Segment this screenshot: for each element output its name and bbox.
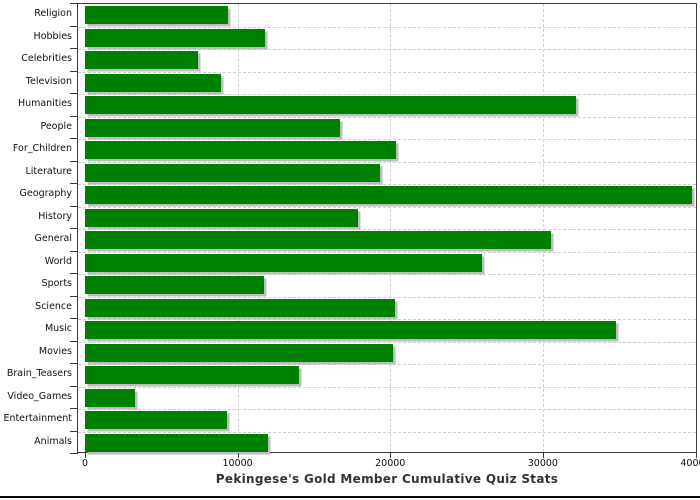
y-axis-label: Geography	[19, 188, 72, 200]
y-tick	[70, 386, 78, 387]
h-gridline	[78, 184, 696, 185]
y-axis-label: Literature	[25, 165, 72, 177]
x-tick	[542, 453, 544, 458]
v-gridline	[542, 4, 544, 452]
bar-brain_teasers	[85, 366, 299, 385]
h-gridline	[78, 296, 696, 298]
y-tick	[70, 251, 78, 252]
y-axis-label: People	[40, 120, 72, 132]
bar-music	[85, 321, 617, 340]
bar-history	[85, 208, 359, 227]
x-axis-label: 0	[81, 458, 89, 469]
bar-humanities	[85, 96, 577, 115]
y-axis-label: Entertainment	[3, 413, 72, 425]
bar-hobbies	[85, 28, 266, 47]
y-axis-label: Humanities	[17, 98, 72, 110]
chart-title: Pekingese's Gold Member Cumulative Quiz …	[215, 472, 559, 486]
h-gridline	[78, 139, 696, 140]
x-tick	[695, 453, 697, 458]
y-tick	[70, 363, 78, 364]
v-gridline	[237, 4, 239, 452]
h-gridline	[78, 206, 696, 208]
x-axis-label: 10000	[222, 458, 253, 469]
h-gridline	[78, 161, 696, 163]
y-tick	[70, 296, 78, 297]
y-axis-label: Music	[44, 323, 72, 335]
h-gridline	[78, 229, 696, 230]
y-axis-label: Brain_Teasers	[6, 368, 72, 380]
y-tick	[70, 26, 78, 27]
h-gridline	[78, 431, 696, 433]
x-axis-label: 40000	[680, 458, 700, 469]
y-axis-label: Hobbies	[33, 30, 72, 42]
h-gridline	[78, 386, 696, 388]
h-gridline	[78, 251, 696, 253]
bottom-rule	[0, 496, 700, 498]
y-axis-label: General	[34, 233, 72, 245]
y-axis-label: World	[44, 255, 72, 267]
x-axis-label: 30000	[527, 458, 558, 469]
y-tick	[70, 138, 78, 139]
bar-people	[85, 118, 340, 137]
bar-geography	[85, 186, 693, 205]
bar-television	[85, 73, 221, 92]
bar-sports	[85, 276, 264, 295]
y-tick	[70, 206, 78, 207]
y-axis-label: Science	[35, 300, 72, 312]
h-gridline	[78, 49, 696, 50]
y-tick	[70, 183, 78, 184]
y-axis-label: Sports	[41, 278, 72, 290]
bar-animals	[85, 433, 269, 452]
bar-world	[85, 253, 482, 272]
y-tick	[70, 431, 78, 432]
h-gridline	[78, 116, 696, 118]
h-gridline	[78, 94, 696, 95]
v-gridline	[390, 4, 392, 452]
y-axis-label: Religion	[34, 8, 72, 20]
x-tick	[390, 453, 392, 458]
y-tick	[70, 116, 78, 117]
y-axis-label: Movies	[38, 345, 72, 357]
y-tick	[70, 48, 78, 49]
bar-entertainment	[85, 411, 227, 430]
bar-celebrities	[85, 51, 198, 70]
h-gridline	[78, 409, 696, 410]
y-axis-label: Television	[25, 75, 72, 87]
y-tick	[70, 318, 78, 319]
y-tick	[70, 408, 78, 409]
y-axis-label: Video_Games	[7, 390, 72, 402]
y-axis-label: History	[38, 210, 72, 222]
y-tick	[70, 453, 78, 454]
h-gridline	[78, 274, 696, 275]
h-gridline	[78, 71, 696, 73]
x-axis-label: 20000	[375, 458, 406, 469]
h-gridline	[78, 341, 696, 343]
y-axis-label: For_Children	[12, 143, 72, 155]
bar-movies	[85, 343, 394, 362]
y-tick	[70, 93, 78, 94]
y-tick	[70, 228, 78, 229]
bar-literature	[85, 163, 380, 182]
x-tick	[237, 453, 239, 458]
y-tick	[70, 161, 78, 162]
y-tick	[70, 273, 78, 274]
bar-for_children	[85, 141, 397, 160]
bar-video_games	[85, 388, 136, 407]
y-axis-label: Animals	[34, 435, 72, 447]
y-tick	[70, 71, 78, 72]
bar-science	[85, 298, 395, 317]
y-axis-label: Celebrities	[21, 53, 72, 65]
bar-religion	[85, 6, 229, 25]
bar-general	[85, 231, 551, 250]
h-gridline	[78, 319, 696, 320]
y-tick	[70, 341, 78, 342]
y-tick	[70, 3, 78, 4]
h-gridline	[78, 364, 696, 365]
plot-area	[77, 3, 697, 453]
x-tick	[85, 453, 86, 458]
h-gridline	[78, 26, 696, 28]
